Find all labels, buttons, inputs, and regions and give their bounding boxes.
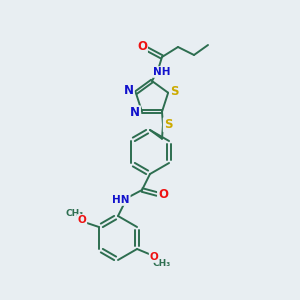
Text: N: N <box>130 106 140 119</box>
Text: O: O <box>78 215 86 225</box>
Text: CH₃: CH₃ <box>66 208 84 217</box>
Text: O: O <box>150 252 158 262</box>
Text: S: S <box>164 118 172 131</box>
Text: CH₃: CH₃ <box>153 260 171 268</box>
Text: HN: HN <box>112 195 130 205</box>
Text: S: S <box>170 85 178 98</box>
Text: NH: NH <box>153 67 171 77</box>
Text: O: O <box>137 40 147 53</box>
Text: O: O <box>158 188 168 202</box>
Text: N: N <box>124 84 134 97</box>
